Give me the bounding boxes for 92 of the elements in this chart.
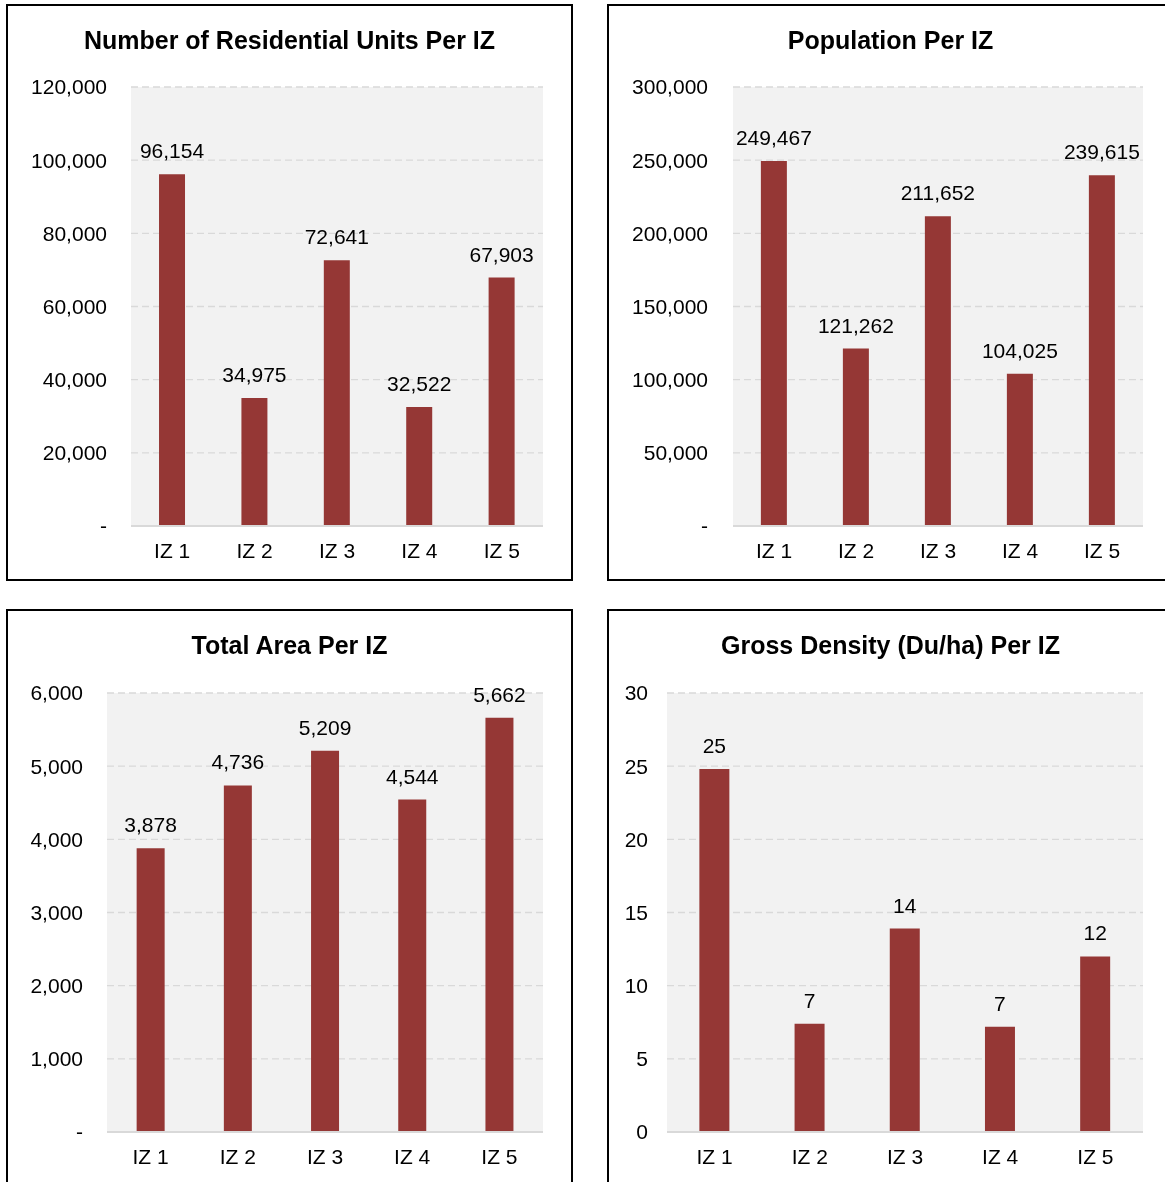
chart-title: Population Per IZ <box>786 26 995 54</box>
y-tick-label: 300,000 <box>632 75 708 99</box>
bar <box>1088 175 1115 526</box>
bar <box>924 216 951 526</box>
data-label: 121,262 <box>817 313 894 337</box>
data-label: 14 <box>893 893 917 917</box>
bar <box>241 398 268 526</box>
y-tick-label: 120,000 <box>31 75 107 99</box>
y-tick-label: 100,000 <box>31 148 107 172</box>
x-tick-label: IZ 4 <box>982 1144 1019 1168</box>
data-label: 4,736 <box>211 750 265 774</box>
y-tick-label: 25 <box>624 754 648 778</box>
x-tick-label: IZ 2 <box>837 538 875 562</box>
y-tick-label: 3,000 <box>30 900 83 924</box>
data-label: 96,154 <box>139 139 205 163</box>
data-label: 211,652 <box>900 181 976 205</box>
y-tick-label: 100,000 <box>632 368 708 392</box>
bar <box>323 260 350 526</box>
y-tick-label: 250,000 <box>632 148 708 172</box>
x-tick-label: IZ 4 <box>401 538 438 562</box>
data-label: 5,209 <box>298 715 352 739</box>
x-tick-label: IZ 1 <box>755 538 793 562</box>
y-tick-label: 0 <box>636 1120 648 1144</box>
x-tick-label: IZ 2 <box>236 538 273 562</box>
bar <box>842 348 869 526</box>
bar <box>760 160 787 526</box>
bar <box>136 848 165 1132</box>
x-tick-label: IZ 1 <box>132 1144 169 1168</box>
bar <box>488 277 515 526</box>
bar <box>984 1026 1015 1132</box>
chart-title: Total Area Per IZ <box>190 631 389 659</box>
data-label: 3,878 <box>124 813 177 837</box>
x-tick-label: IZ 1 <box>696 1144 733 1168</box>
data-label: 7 <box>994 991 1006 1015</box>
x-tick-label: IZ 5 <box>1083 538 1121 562</box>
y-tick-label: 10 <box>624 974 648 998</box>
bar <box>311 750 340 1132</box>
x-tick-label: IZ 3 <box>886 1144 924 1168</box>
data-label: 104,025 <box>981 338 1058 362</box>
x-tick-label: IZ 3 <box>306 1144 344 1168</box>
data-label: 67,903 <box>469 242 534 266</box>
y-tick-label: 20,000 <box>42 441 107 465</box>
chart-title: Gross Density (Du/ha) Per IZ <box>720 631 1061 659</box>
x-tick-label: IZ 3 <box>919 538 957 562</box>
y-tick-label: 15 <box>624 900 648 924</box>
data-label: 34,975 <box>222 363 287 387</box>
x-tick-label: IZ 2 <box>791 1144 828 1168</box>
data-label: 4,544 <box>385 764 439 788</box>
data-label: 32,522 <box>387 372 452 396</box>
y-tick-label: - <box>76 1120 83 1144</box>
data-label: 25 <box>702 734 727 758</box>
y-tick-label: 20 <box>624 827 648 851</box>
y-tick-label: 60,000 <box>42 294 107 318</box>
data-label: 7 <box>803 988 816 1012</box>
x-tick-label: IZ 5 <box>483 538 520 562</box>
bar <box>794 1023 825 1132</box>
y-tick-label: 40,000 <box>42 368 107 392</box>
y-tick-label: 50,000 <box>643 441 708 465</box>
y-tick-label: 1,000 <box>30 1047 83 1071</box>
x-tick-label: IZ 4 <box>1001 538 1039 562</box>
y-tick-label: 5,000 <box>30 754 83 778</box>
bar <box>1006 373 1033 526</box>
bar <box>223 785 252 1132</box>
data-label: 5,662 <box>473 682 526 706</box>
y-tick-label: - <box>701 514 708 538</box>
y-tick-label: 6,000 <box>30 681 83 705</box>
bar <box>889 928 920 1132</box>
data-label: 239,615 <box>1063 140 1140 164</box>
y-tick-label: 5 <box>636 1047 648 1071</box>
x-tick-label: IZ 2 <box>219 1144 256 1168</box>
bar <box>159 174 186 526</box>
data-label: 72,641 <box>304 225 369 249</box>
x-tick-label: IZ 5 <box>481 1144 518 1168</box>
bar <box>406 407 433 526</box>
bar <box>398 799 427 1132</box>
x-tick-label: IZ 3 <box>318 538 356 562</box>
data-label: 249,467 <box>735 125 812 149</box>
data-label: 12 <box>1083 921 1107 945</box>
y-tick-label: 200,000 <box>632 221 708 245</box>
y-tick-label: 150,000 <box>632 294 708 318</box>
y-tick-label: 30 <box>624 681 648 705</box>
chart-title: Number of Residential Units Per IZ <box>82 26 497 54</box>
bar <box>485 717 514 1132</box>
x-tick-label: IZ 1 <box>154 538 191 562</box>
y-tick-label: 4,000 <box>30 827 83 851</box>
bar <box>1080 956 1111 1132</box>
y-tick-label: 80,000 <box>42 221 107 245</box>
x-tick-label: IZ 4 <box>394 1144 431 1168</box>
bar <box>699 769 730 1132</box>
y-tick-label: 2,000 <box>30 974 83 998</box>
x-tick-label: IZ 5 <box>1077 1144 1114 1168</box>
y-tick-label: - <box>100 514 107 538</box>
